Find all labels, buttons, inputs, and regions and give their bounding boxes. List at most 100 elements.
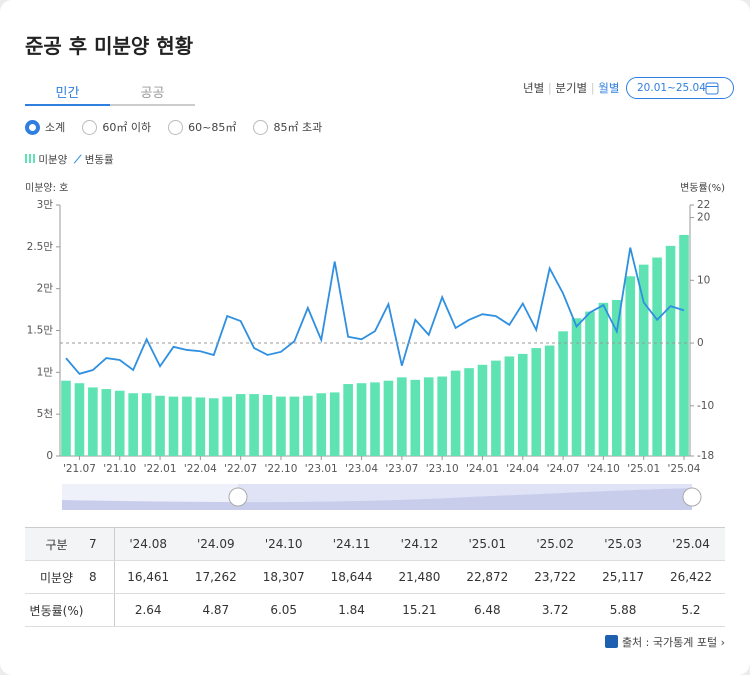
table-cell: 8 xyxy=(88,560,115,594)
table-cell: 16,461 xyxy=(114,560,182,594)
y-tick-label: 2.5만 xyxy=(27,241,54,253)
bar xyxy=(450,370,461,456)
period-option[interactable]: 분기별 xyxy=(555,81,588,95)
table-cell: 26,422 xyxy=(657,560,725,594)
legend-label: 미분양 xyxy=(38,154,68,166)
x-tick-label: '24.01 xyxy=(466,463,499,475)
x-tick-label: '24.07 xyxy=(547,463,580,475)
period-option[interactable]: 월별 xyxy=(598,81,620,95)
table-cell: 2.64 xyxy=(114,593,182,627)
table-cell: '24.12 xyxy=(385,527,454,561)
bar xyxy=(235,394,246,456)
table-cell: 구분 xyxy=(25,527,88,561)
bar xyxy=(155,395,165,456)
x-tick-label: '21.07 xyxy=(63,463,96,475)
x-tick-label: '24.10 xyxy=(587,463,620,475)
table-cell: 6.05 xyxy=(249,593,318,627)
table-cell: '25.03 xyxy=(589,527,657,561)
bar xyxy=(101,389,112,456)
table-cell: 6.48 xyxy=(453,593,522,627)
bar xyxy=(598,302,609,456)
radio[interactable]: 60㎡ 이하 xyxy=(82,119,151,135)
table-row: 구분 7'24.08'24.09'24.10'24.11'24.12'25.01 '… xyxy=(25,527,725,561)
table-row: 미분양 8 16,461 17,262 18,307 18,644 21,480 22,872… xyxy=(25,560,725,594)
bar xyxy=(397,377,407,456)
bar xyxy=(249,394,259,456)
line xyxy=(65,247,685,375)
bar xyxy=(222,396,233,456)
table-cell: 변동률(%) xyxy=(25,593,88,627)
radio[interactable]: 85㎡ 초과 xyxy=(253,119,322,135)
data-table: 구분 7'24.08'24.09'24.10'24.11'24.12'25.01 '… xyxy=(25,527,725,627)
bar xyxy=(74,383,85,456)
date-range[interactable]: 20.01~25.04 xyxy=(626,77,734,99)
bar xyxy=(585,311,595,456)
size-filters: 소계 60㎡ 이하 60~85㎡ 85㎡ 초과 xyxy=(25,119,334,139)
bar xyxy=(571,318,582,456)
table-cell: 17,262 xyxy=(181,560,250,594)
table-cell: 22,872 xyxy=(453,560,522,594)
bar xyxy=(316,393,327,456)
radio-label: 소계 xyxy=(45,121,66,134)
tab[interactable]: 공공 xyxy=(110,82,195,106)
bar xyxy=(491,360,501,456)
bar xyxy=(679,234,689,456)
bar xyxy=(477,364,488,456)
slider-handle[interactable] xyxy=(228,487,248,507)
table-cell: '24.08 xyxy=(114,527,182,561)
y2-tick-label: 0 xyxy=(697,337,704,349)
period-option[interactable]: 년별 xyxy=(523,81,545,95)
table-cell: 1.84 xyxy=(317,593,386,627)
bar xyxy=(168,396,179,456)
bar xyxy=(208,398,219,456)
slider-handle[interactable] xyxy=(682,487,702,507)
bar xyxy=(625,276,636,456)
bar xyxy=(504,356,515,456)
bar xyxy=(423,377,434,456)
table-cell: 4.87 xyxy=(181,593,250,627)
bar xyxy=(303,395,313,456)
table-cell: 7 xyxy=(88,527,115,561)
table-row: 변동률(%) 2.64 4.87 6.05 1.84 15.21 6.48 3.72 5.88 5… xyxy=(25,593,725,627)
table-cell: '24.11 xyxy=(317,527,386,561)
y2-tick-label: 20 xyxy=(697,212,710,224)
y-axis-label: 미분양: 호 xyxy=(25,183,69,194)
bar xyxy=(343,384,353,456)
radio-label: 60㎡ 이하 xyxy=(102,121,152,134)
source[interactable]: 출처 : 국가통계 포털 › xyxy=(605,634,725,650)
table-cell: '24.10 xyxy=(249,527,318,561)
bar xyxy=(88,387,98,456)
radio[interactable]: 60~85㎡ xyxy=(168,119,236,135)
x-tick-label: '22.04 xyxy=(184,463,217,475)
bar xyxy=(383,380,394,456)
legend: 미분양 ⟋ 변동률 xyxy=(25,152,114,167)
source-text: 출처 : 국가통계 포털 xyxy=(621,636,718,649)
bar xyxy=(517,353,528,456)
table-cell: '24.09 xyxy=(181,527,250,561)
x-tick-label: '22.07 xyxy=(224,463,257,475)
table-cell: 15.21 xyxy=(385,593,454,627)
calendar-icon xyxy=(705,82,719,95)
tab[interactable]: 민간 xyxy=(25,82,110,106)
bar xyxy=(114,390,125,456)
bar xyxy=(370,382,380,456)
y2-tick-label: 22 xyxy=(697,199,710,211)
bar xyxy=(182,396,192,456)
bar xyxy=(128,393,138,456)
date-range-text: 20.01~25.04 xyxy=(637,82,706,94)
table-cell: '25.04 xyxy=(657,527,725,561)
radio-label: 85㎡ 초과 xyxy=(273,121,323,134)
radio[interactable]: 소계 xyxy=(25,119,65,135)
table-cell xyxy=(88,593,115,627)
bar xyxy=(464,368,474,456)
bar xyxy=(141,393,152,456)
y-tick-label: 0 xyxy=(46,450,53,462)
table-cell: '25.01 xyxy=(453,527,522,561)
bar xyxy=(356,383,367,456)
bar xyxy=(262,394,273,456)
table-cell: 18,644 xyxy=(317,560,386,594)
x-tick-label: '23.07 xyxy=(385,463,418,475)
y-tick-label: 5천 xyxy=(37,408,53,420)
bar xyxy=(531,348,542,456)
